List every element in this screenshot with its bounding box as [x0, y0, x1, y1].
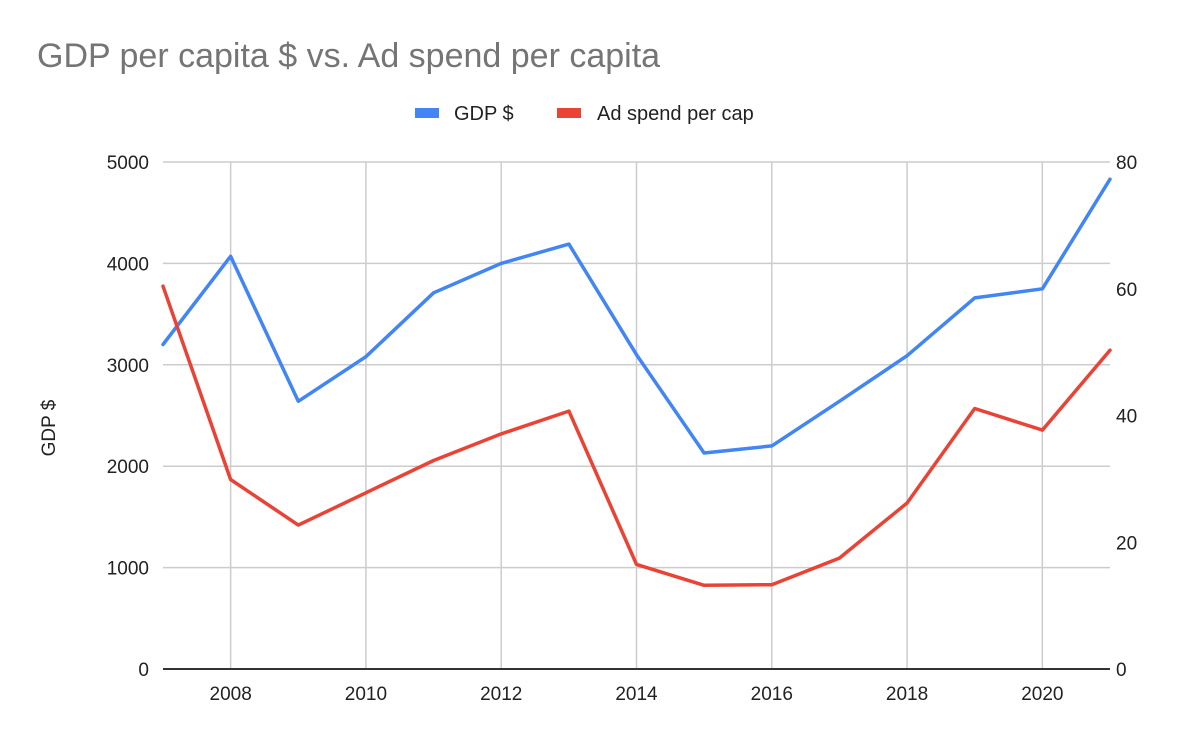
y-tick-right-0: 0 — [1116, 660, 1127, 681]
y-tick-left-2000: 2000 — [107, 457, 149, 478]
x-tick-2008: 2008 — [210, 684, 252, 705]
series-layer — [161, 177, 1112, 588]
y-tick-right-60: 60 — [1116, 280, 1137, 301]
y-tick-left-0: 0 — [138, 660, 149, 681]
legend: GDP $ Ad spend per cap — [415, 103, 754, 125]
grid-layer — [163, 161, 1110, 670]
legend-label-gdp: GDP $ — [454, 103, 514, 125]
chart-title: GDP per capita $ vs. Ad spend per capita — [37, 37, 660, 75]
x-tick-2012: 2012 — [480, 684, 522, 705]
legend-swatch-gdp — [415, 108, 439, 118]
x-tick-2020: 2020 — [1021, 684, 1063, 705]
y-tick-right-40: 40 — [1116, 407, 1137, 428]
y-axis-title-left: GDP $ — [39, 399, 60, 456]
x-tick-2018: 2018 — [886, 684, 928, 705]
y-tick-right-20: 20 — [1116, 533, 1137, 554]
y-tick-left-1000: 1000 — [107, 559, 149, 580]
y-tick-left-5000: 5000 — [107, 153, 149, 174]
tick-layer: 0 1000 2000 3000 4000 5000 0 20 40 60 80 2008 2010 20… — [107, 153, 1137, 705]
legend-swatch-ad-spend — [557, 108, 581, 118]
y-tick-right-80: 80 — [1116, 153, 1137, 174]
series-line-gdp — [161, 177, 1112, 455]
x-tick-2016: 2016 — [751, 684, 793, 705]
legend-label-ad-spend: Ad spend per cap — [597, 103, 754, 125]
x-tick-2014: 2014 — [615, 684, 658, 705]
series-line-ad-spend-per-cap — [161, 284, 1112, 588]
y-tick-left-3000: 3000 — [107, 356, 149, 377]
y-tick-left-4000: 4000 — [107, 254, 149, 275]
x-tick-2010: 2010 — [345, 684, 387, 705]
